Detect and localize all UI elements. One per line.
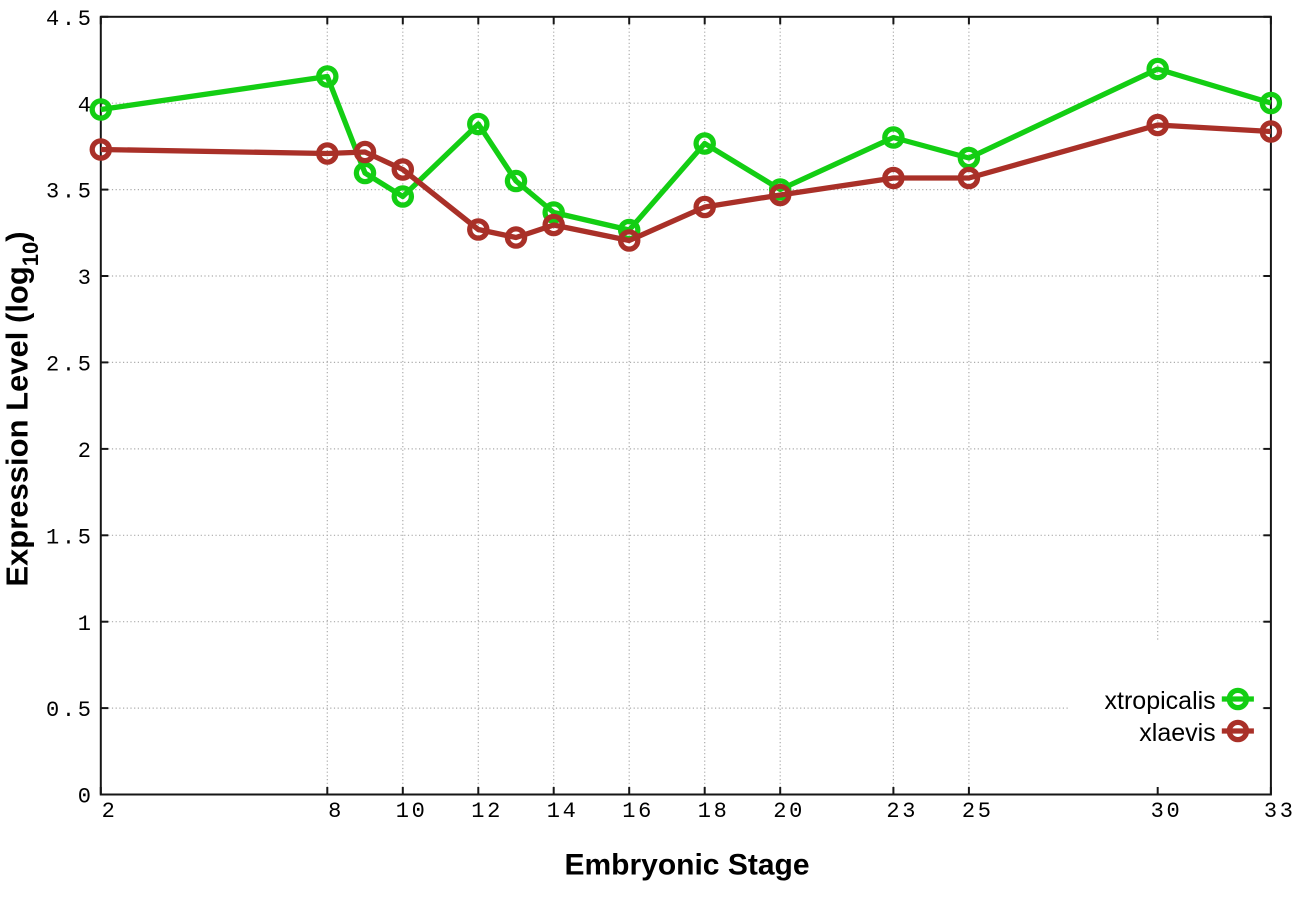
svg-text:4.5: 4.5 xyxy=(46,7,94,32)
svg-text:1.5: 1.5 xyxy=(46,525,94,550)
svg-text:xtropicalis: xtropicalis xyxy=(1105,687,1216,715)
svg-text:8: 8 xyxy=(328,799,344,824)
svg-text:14: 14 xyxy=(547,799,579,824)
svg-text:Embryonic Stage: Embryonic Stage xyxy=(564,848,809,881)
svg-text:16: 16 xyxy=(622,799,654,824)
svg-text:2: 2 xyxy=(78,439,94,464)
svg-text:3: 3 xyxy=(78,266,94,291)
svg-text:xlaevis: xlaevis xyxy=(1139,719,1215,747)
svg-text:4: 4 xyxy=(78,93,94,118)
svg-text:2.5: 2.5 xyxy=(46,353,94,378)
svg-text:10: 10 xyxy=(396,799,428,824)
svg-text:18: 18 xyxy=(698,799,730,824)
svg-text:23: 23 xyxy=(886,799,918,824)
svg-text:1: 1 xyxy=(78,612,94,637)
svg-text:20: 20 xyxy=(773,799,805,824)
svg-text:3.5: 3.5 xyxy=(46,180,94,205)
svg-text:25: 25 xyxy=(962,799,994,824)
svg-text:0: 0 xyxy=(78,785,94,810)
svg-text:2: 2 xyxy=(102,799,118,824)
svg-text:30: 30 xyxy=(1151,799,1183,824)
svg-text:12: 12 xyxy=(471,799,503,824)
svg-text:0.5: 0.5 xyxy=(46,698,94,723)
svg-text:33: 33 xyxy=(1264,799,1296,824)
